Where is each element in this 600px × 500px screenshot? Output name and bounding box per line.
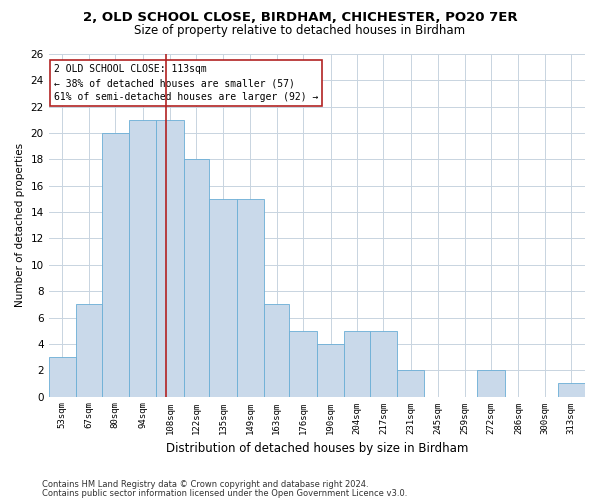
Bar: [317, 344, 344, 397]
Bar: [76, 304, 101, 396]
Bar: [344, 330, 370, 396]
Bar: [236, 199, 264, 396]
Bar: [289, 330, 317, 396]
Text: 2, OLD SCHOOL CLOSE, BIRDHAM, CHICHESTER, PO20 7ER: 2, OLD SCHOOL CLOSE, BIRDHAM, CHICHESTER…: [83, 11, 517, 24]
Bar: [129, 120, 157, 396]
Bar: [557, 384, 585, 396]
Text: 2 OLD SCHOOL CLOSE: 113sqm
← 38% of detached houses are smaller (57)
61% of semi: 2 OLD SCHOOL CLOSE: 113sqm ← 38% of deta…: [54, 64, 319, 102]
Bar: [157, 120, 184, 396]
Bar: [184, 160, 209, 396]
Bar: [101, 133, 129, 396]
Bar: [264, 304, 289, 396]
Bar: [49, 357, 76, 397]
Bar: [397, 370, 424, 396]
Text: Contains HM Land Registry data © Crown copyright and database right 2024.: Contains HM Land Registry data © Crown c…: [42, 480, 368, 489]
Bar: [209, 199, 236, 396]
Text: Size of property relative to detached houses in Birdham: Size of property relative to detached ho…: [134, 24, 466, 37]
Bar: [370, 330, 397, 396]
Text: Contains public sector information licensed under the Open Government Licence v3: Contains public sector information licen…: [42, 488, 407, 498]
Bar: [478, 370, 505, 396]
X-axis label: Distribution of detached houses by size in Birdham: Distribution of detached houses by size …: [166, 442, 468, 455]
Y-axis label: Number of detached properties: Number of detached properties: [15, 143, 25, 308]
